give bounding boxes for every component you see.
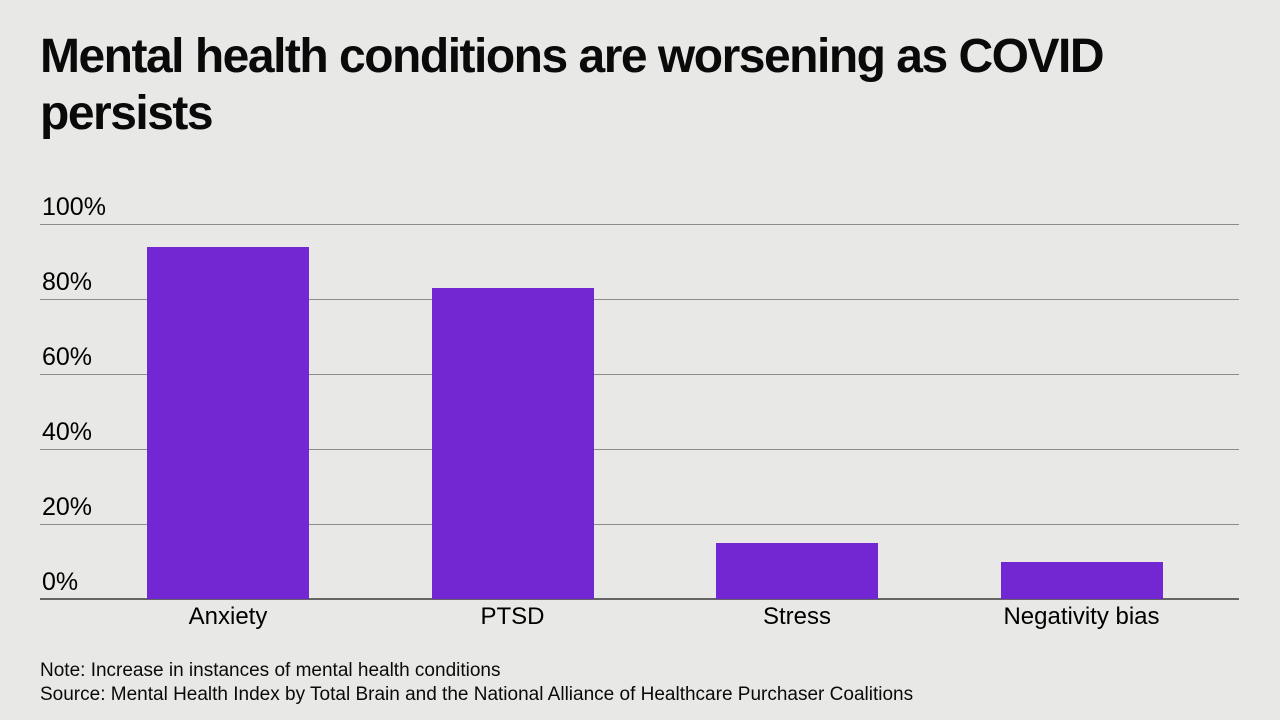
x-axis-category-label: Anxiety <box>188 603 268 630</box>
gridline-20 <box>40 524 1239 525</box>
chart-footer: Note: Increase in instances of mental he… <box>40 659 913 706</box>
y-axis-tick-label: 40% <box>42 418 93 446</box>
gridline-100 <box>40 224 1239 225</box>
x-axis-category-label: Stress <box>762 603 831 630</box>
y-axis-tick-label: 60% <box>42 343 93 371</box>
chart-source: Source: Mental Health Index by Total Bra… <box>40 683 914 705</box>
y-axis-tick-label: 20% <box>42 493 93 521</box>
y-axis-tick-label: 100% <box>42 193 106 221</box>
gridline-40 <box>40 449 1239 450</box>
y-axis-tick-label: 80% <box>42 268 93 296</box>
x-axis-category-label: PTSD <box>480 603 545 630</box>
chart-note: Note: Increase in instances of mental he… <box>40 660 501 681</box>
chart-title-line-1: Mental health conditions are worsening a… <box>40 30 1105 83</box>
gridline-80 <box>40 299 1239 300</box>
gridline-0 <box>40 598 1239 600</box>
bar-ptsd <box>431 287 594 599</box>
bar-anxiety <box>147 246 309 599</box>
bar-negativity-bias <box>1000 561 1163 599</box>
gridline-60 <box>40 374 1239 375</box>
x-axis-category-label: Negativity bias <box>1003 603 1160 630</box>
chart-title: Mental health conditions are worsening a… <box>40 28 1240 142</box>
chart-title-line-2: persists <box>40 87 214 140</box>
y-axis-tick-label: 0% <box>42 568 79 596</box>
bar-chart: 100% 80% 60% 40% 20% 0% Anxiety PTSD Stress Negat… <box>40 195 1239 630</box>
bar-stress <box>716 542 878 599</box>
